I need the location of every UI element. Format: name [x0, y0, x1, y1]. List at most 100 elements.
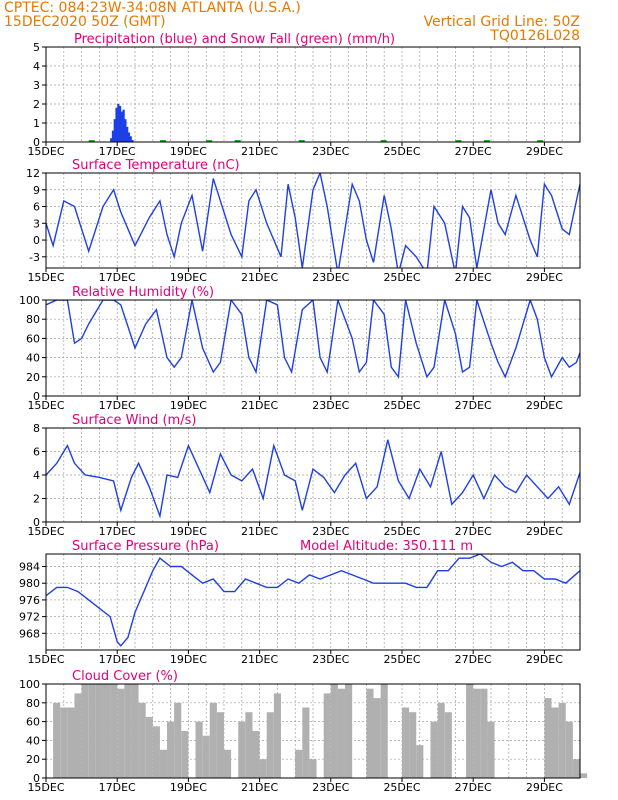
cloud-bar: [402, 707, 410, 778]
cloud-bar: [95, 684, 103, 778]
cloud-bar: [473, 688, 481, 778]
series-line: [46, 300, 580, 379]
snow-mark: [483, 140, 490, 143]
cloud-bar: [266, 712, 274, 778]
y-tick-label: 100: [19, 294, 40, 307]
y-tick-label: 976: [19, 594, 40, 607]
y-tick-label: 0: [33, 772, 40, 785]
x-tick-label: 21DEC: [241, 399, 278, 412]
y-tick-label: 3: [33, 79, 40, 92]
cloud-bar: [551, 707, 559, 778]
cloud-bar: [53, 702, 61, 778]
series-line: [46, 554, 580, 647]
snow-mark: [159, 140, 166, 143]
x-tick-label: 19DEC: [170, 271, 207, 284]
x-tick-label: 21DEC: [241, 271, 278, 284]
x-tick-label: 27DEC: [455, 271, 492, 284]
cloud-bar: [273, 693, 281, 778]
cloud-bar: [195, 721, 203, 778]
header-location: CPTEC: 084:23W-34:08N ATLANTA (U.S.A.): [4, 0, 301, 16]
x-tick-label: 21DEC: [241, 781, 278, 794]
x-tick-label: 23DEC: [312, 525, 349, 538]
cloud-bar: [302, 707, 310, 778]
x-tick-label: 15DEC: [27, 781, 64, 794]
precip-bar: [113, 119, 116, 142]
panel-wind: 0 2 4 6 8 15DEC 17DEC 19DEC 21DEC 23DEC 25DEC 27DEC…: [27, 413, 581, 538]
x-tick-label: 17DEC: [99, 653, 136, 666]
x-tick-label: 25DEC: [383, 781, 420, 794]
snow-mark: [206, 140, 213, 143]
panel-title: Surface Temperature (nC): [72, 158, 240, 173]
x-tick-label: 23DEC: [312, 653, 349, 666]
x-tick-label: 21DEC: [241, 145, 278, 158]
precip-bar: [111, 130, 115, 142]
snow-mark: [380, 140, 387, 143]
x-tick-label: 17DEC: [99, 271, 136, 284]
cloud-bar: [295, 749, 303, 778]
x-tick-label: 23DEC: [312, 145, 349, 158]
cloud-bar: [67, 707, 75, 778]
y-tick-label: 5: [33, 41, 40, 54]
panel-frame: [45, 683, 581, 779]
x-tick-label: 21DEC: [241, 653, 278, 666]
snow-mark: [298, 140, 305, 143]
cloud-bar: [580, 773, 588, 778]
precip-bar: [110, 138, 113, 142]
precip-bar: [122, 109, 125, 142]
cloud-bar: [430, 721, 438, 778]
x-tick-label: 25DEC: [383, 653, 420, 666]
cloud-bar: [216, 712, 224, 778]
cloud-bar: [572, 759, 580, 778]
x-tick-label: 25DEC: [383, 399, 420, 412]
x-tick-label: 27DEC: [455, 781, 492, 794]
cloud-bar: [152, 726, 160, 778]
y-tick-label: 60: [26, 716, 40, 729]
cloud-bar: [245, 712, 253, 778]
cloud-bar: [466, 684, 474, 778]
y-tick-label: 20: [26, 371, 40, 384]
panel-title: Cloud Cover (%): [72, 669, 178, 684]
precip-bar: [126, 126, 129, 142]
x-tick-label: 23DEC: [312, 271, 349, 284]
x-tick-label: 17DEC: [99, 781, 136, 794]
y-tick-label: 100: [19, 678, 40, 691]
x-tick-label: 15DEC: [27, 653, 64, 666]
cloud-bar: [345, 684, 353, 778]
x-tick-label: 29DEC: [526, 399, 563, 412]
y-tick-label: 980: [19, 577, 40, 590]
panel-frame: [45, 172, 581, 269]
cloud-bar: [444, 712, 452, 778]
y-tick-label: 80: [26, 313, 40, 326]
y-tick-label: 12: [26, 167, 40, 180]
x-tick-label: 19DEC: [170, 145, 207, 158]
x-tick-label: 27DEC: [455, 653, 492, 666]
x-tick-label: 19DEC: [170, 781, 207, 794]
cloud-bar: [102, 684, 111, 778]
y-tick-label: 2: [33, 98, 40, 111]
cloud-bar: [437, 702, 445, 778]
panel-subtitle: Model Altitude: 350.111 m: [300, 539, 473, 554]
y-tick-label: -3: [29, 251, 40, 264]
panel-title: Relative Humidity (%): [72, 285, 214, 300]
cloud-bar: [174, 702, 182, 778]
y-tick-label: 4: [33, 469, 40, 482]
cloud-bar: [337, 688, 346, 778]
cloud-bar: [145, 716, 153, 778]
precip-bar: [129, 136, 132, 142]
cloud-bar: [323, 693, 331, 778]
cloud-bar: [131, 684, 139, 778]
y-tick-label: 40: [26, 734, 40, 747]
y-tick-label: 4: [33, 60, 40, 73]
y-tick-label: 984: [19, 561, 40, 574]
cloud-bar: [88, 684, 96, 778]
cloud-bar: [124, 684, 132, 778]
x-tick-label: 19DEC: [170, 653, 207, 666]
panel-frame: [45, 299, 581, 397]
snow-mark: [455, 140, 462, 143]
cloud-bar: [81, 684, 89, 778]
panel-title: Surface Wind (m/s): [72, 413, 196, 428]
x-tick-label: 29DEC: [526, 653, 563, 666]
cloud-bar: [558, 702, 566, 778]
y-tick-label: 80: [26, 697, 40, 710]
